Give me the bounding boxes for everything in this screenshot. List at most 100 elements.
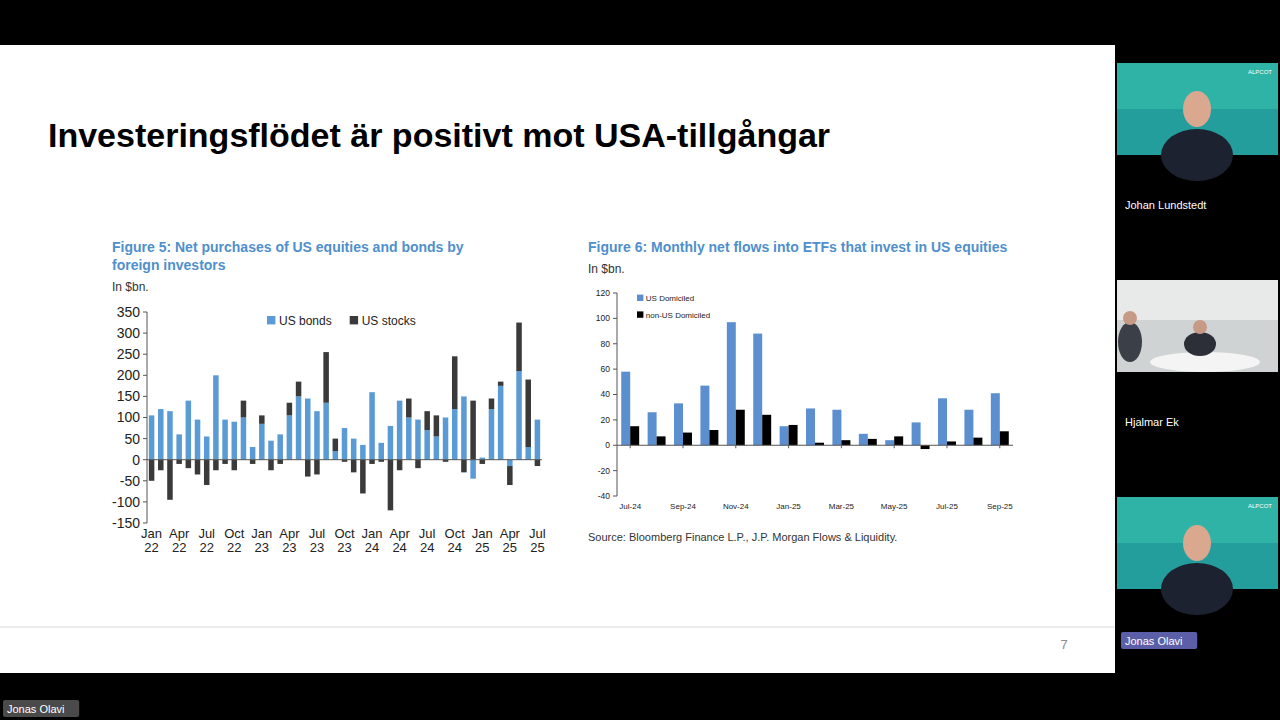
bar — [973, 438, 982, 446]
bar — [287, 415, 293, 459]
x-tick-label: Jan24 — [362, 526, 383, 555]
x-tick-label-line: Apr — [279, 526, 300, 541]
x-tick-label-line: Jan — [362, 526, 383, 541]
x-tick-label-line: 23 — [255, 540, 269, 555]
bar — [186, 460, 192, 468]
tile-wall — [1117, 280, 1278, 320]
person-body — [1184, 332, 1216, 356]
bar — [406, 418, 412, 460]
title-line: Figure 5: Net purchases of US equities a… — [112, 239, 464, 255]
tile-bg — [1117, 280, 1278, 372]
y-tick-label: 80 — [601, 339, 611, 349]
y-tick — [613, 343, 617, 344]
bar — [378, 443, 384, 460]
tile-logo: ALPCOT — [1248, 503, 1272, 509]
y-tick-label: -40 — [598, 491, 611, 501]
x-tick-label-line: 23 — [282, 540, 296, 555]
x-tick-label: Jan-25 — [776, 502, 801, 511]
bar — [250, 447, 256, 460]
bar — [648, 412, 657, 445]
y-tick-label: 60 — [601, 364, 611, 374]
bar — [762, 415, 771, 445]
bar — [461, 396, 467, 459]
bar — [259, 415, 265, 423]
speaker-badge — [3, 700, 79, 717]
bar — [232, 460, 238, 471]
y-tick — [613, 293, 617, 294]
source-note: Source: Bloomberg Finance L.P., J.P. Mor… — [588, 531, 897, 543]
x-tick-label-line: 24 — [447, 540, 461, 555]
bar — [333, 451, 339, 459]
x-tick — [841, 445, 842, 448]
x-tick-label-line: Jan — [141, 526, 162, 541]
y-tick-label: 0 — [605, 440, 610, 450]
bar — [176, 460, 182, 464]
bar — [789, 425, 798, 445]
name-badge — [1121, 632, 1197, 649]
bar — [780, 426, 789, 445]
bar — [525, 380, 531, 448]
y-tick — [143, 396, 147, 397]
x-tick-label-line: Jul — [419, 526, 436, 541]
x-tick-label-line: Jan-25 — [776, 502, 801, 511]
bar — [443, 418, 449, 460]
bar — [213, 375, 219, 459]
bar — [507, 460, 513, 466]
title-line: Figure 6: Monthly net flows into ETFs th… — [588, 239, 1007, 255]
bar — [498, 386, 504, 460]
bar — [424, 430, 430, 460]
bar — [397, 401, 403, 460]
x-tick-label-line: Apr — [389, 526, 410, 541]
bar — [406, 399, 412, 418]
bar — [434, 415, 440, 436]
x-tick-label-line: Apr — [500, 526, 521, 541]
x-tick-label-line: Oct — [224, 526, 245, 541]
bar — [525, 447, 531, 460]
x-tick-label-line: 25 — [530, 540, 544, 555]
bar — [167, 411, 173, 460]
x-tick — [788, 445, 789, 448]
speaker-label: Jonas Olavi — [3, 700, 79, 717]
bar — [204, 460, 210, 485]
y-tick-label: 40 — [601, 389, 611, 399]
x-tick-label-line: 24 — [365, 540, 379, 555]
footer-rule — [0, 627, 1115, 628]
bar — [195, 420, 201, 460]
bar — [507, 466, 513, 485]
bar — [621, 372, 630, 446]
person-head — [1183, 91, 1211, 127]
bar — [921, 445, 930, 449]
bar — [360, 445, 366, 460]
y-tick-label: 350 — [117, 304, 141, 320]
legend-swatch — [637, 295, 643, 301]
legend-label: US Domiciled — [646, 294, 694, 303]
bar — [277, 434, 283, 459]
y-tick-label: 200 — [117, 367, 141, 383]
bar — [277, 460, 283, 464]
bar — [204, 436, 210, 459]
y-tick-label: 100 — [596, 313, 610, 323]
x-tick-label-line: 24 — [392, 540, 406, 555]
bar — [1000, 431, 1009, 445]
speaker-name: Jonas Olavi — [7, 703, 64, 715]
person-body — [1161, 129, 1233, 181]
chart-subtitle: In $bn. — [112, 280, 149, 294]
bar — [947, 441, 956, 445]
x-tick — [999, 445, 1000, 448]
bar — [516, 371, 522, 460]
y-tick — [143, 312, 147, 313]
bar — [736, 410, 745, 446]
participant-tile: Hjalmar Ek — [1117, 280, 1278, 428]
x-tick-label: Jan23 — [251, 526, 272, 555]
stage: Investeringsflödet är positivt mot USA-t… — [0, 0, 1280, 720]
bar — [241, 418, 247, 460]
y-tick-label: 50 — [124, 431, 140, 447]
bar — [727, 322, 736, 445]
bar — [489, 409, 495, 460]
bar — [434, 436, 440, 459]
bar — [516, 323, 522, 372]
y-tick — [613, 419, 617, 420]
bar — [912, 422, 921, 445]
x-tick-label: Jan22 — [141, 526, 162, 555]
bar — [480, 460, 486, 464]
